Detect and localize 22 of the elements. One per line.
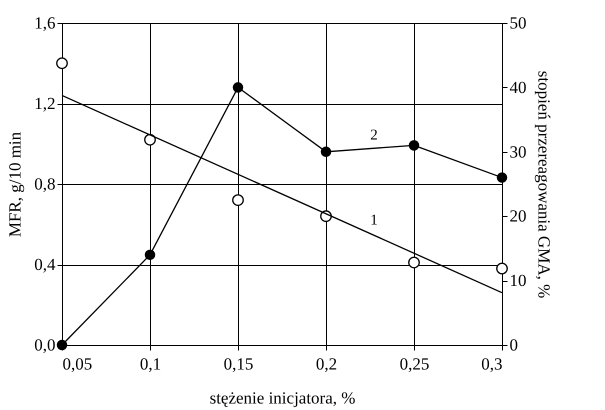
series-label: 1	[370, 212, 378, 229]
y-tick-label: 1,2	[34, 94, 56, 113]
x-tick-label: 0,1	[140, 354, 162, 374]
y2-tick-label: 30	[510, 142, 526, 162]
y-tick-label: 0,0	[34, 336, 56, 354]
y2-axis-title: stopień przereagowania GMA, %	[534, 70, 554, 298]
x-tick-label: 0,05	[62, 354, 92, 374]
x-tick-label: 0,25	[400, 354, 430, 374]
y2-tick-label: 40	[510, 78, 526, 97]
y-axis-title: MFR, g/10 min	[5, 131, 24, 238]
y-tick-label: 1,6	[34, 14, 56, 32]
y2-tick-label: 50	[510, 14, 526, 32]
y2-tick-label: 0	[510, 336, 518, 354]
y-tick-label: 0,8	[34, 174, 56, 194]
y-tick-label: 0,4	[34, 255, 56, 274]
y2-tick-label: 10	[510, 271, 526, 290]
y2-tick-label: 20	[510, 206, 526, 226]
x-tick-label: 0,3	[481, 354, 502, 374]
x-tick-label: 0,2	[316, 354, 338, 374]
x-tick-label: 0,15	[224, 354, 254, 374]
series-label: 2	[370, 128, 378, 144]
x-axis-title: stężenie inicjatora, %	[210, 388, 356, 408]
